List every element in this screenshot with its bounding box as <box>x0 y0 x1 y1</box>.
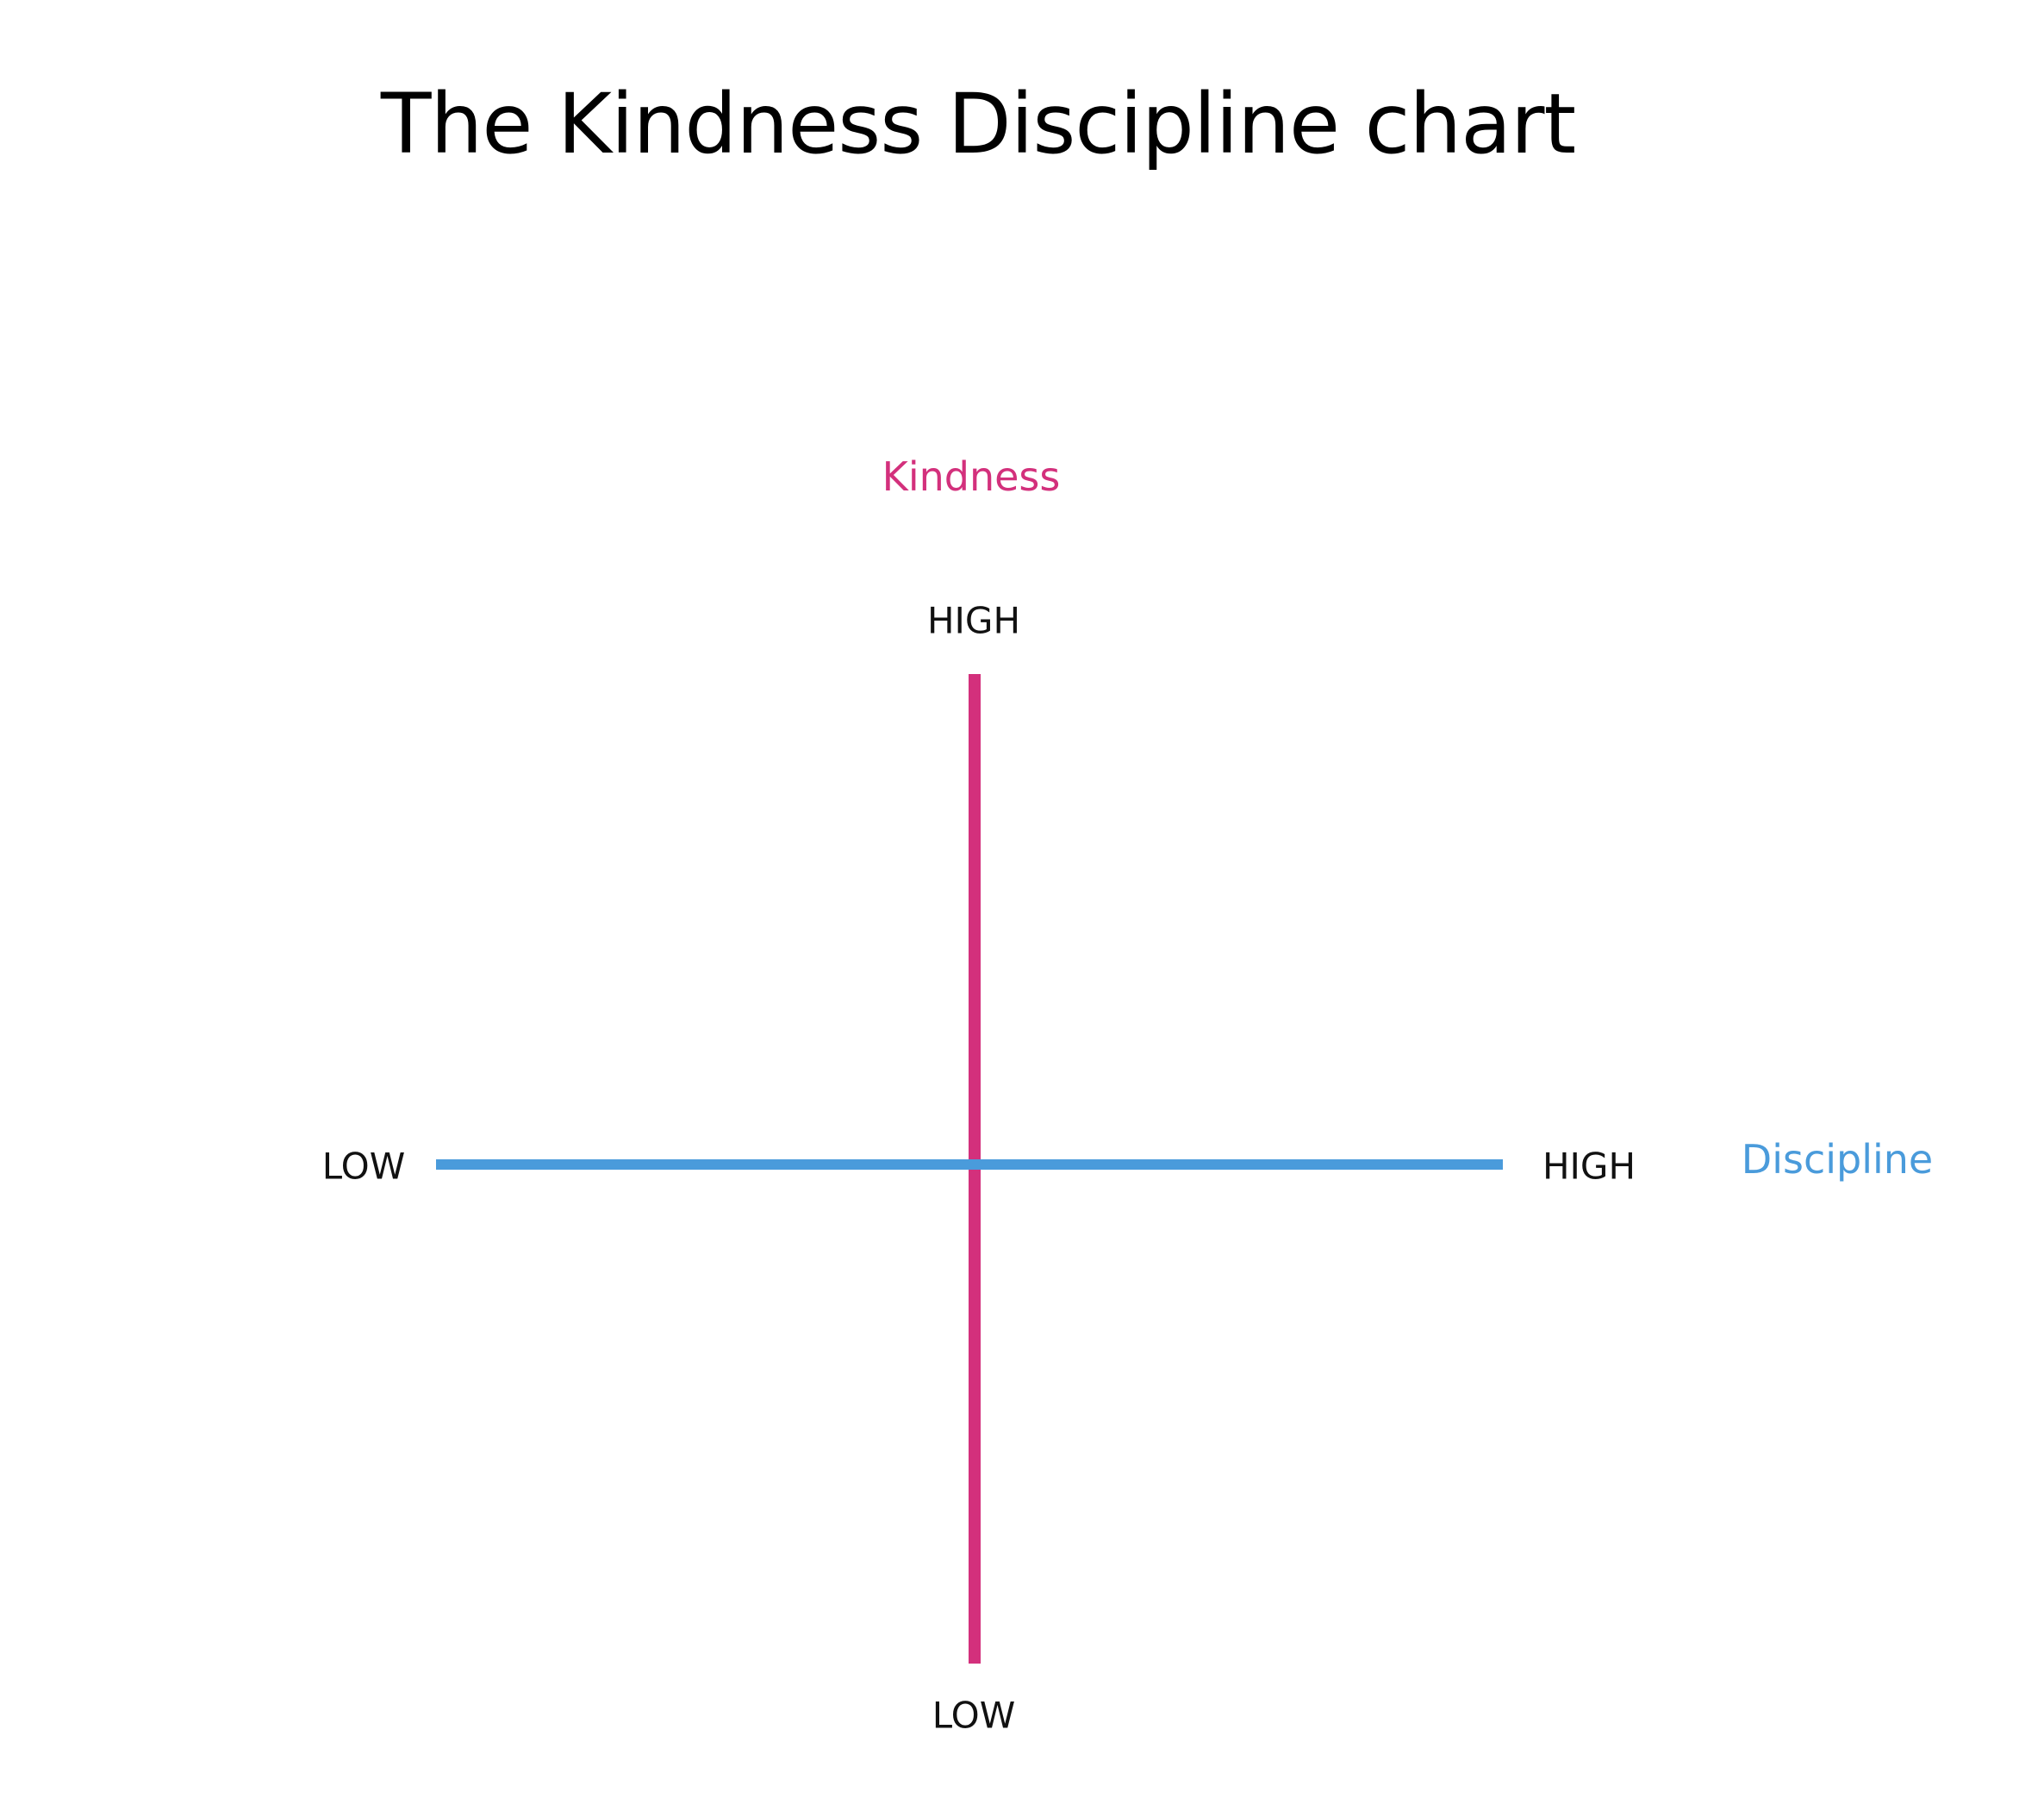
kindness-high-label: HIGH <box>926 599 1021 642</box>
diagram-title: The Kindness Discipline chart <box>380 76 1576 172</box>
kindness-low-label: LOW <box>932 1694 1016 1737</box>
discipline-axis-name: Discipline <box>1741 1136 1934 1183</box>
discipline-low-label: LOW <box>321 1145 406 1188</box>
discipline-high-label: HIGH <box>1542 1145 1636 1188</box>
kindness-axis-name: Kindness <box>882 453 1061 500</box>
discipline-axis-line <box>436 1159 1503 1170</box>
